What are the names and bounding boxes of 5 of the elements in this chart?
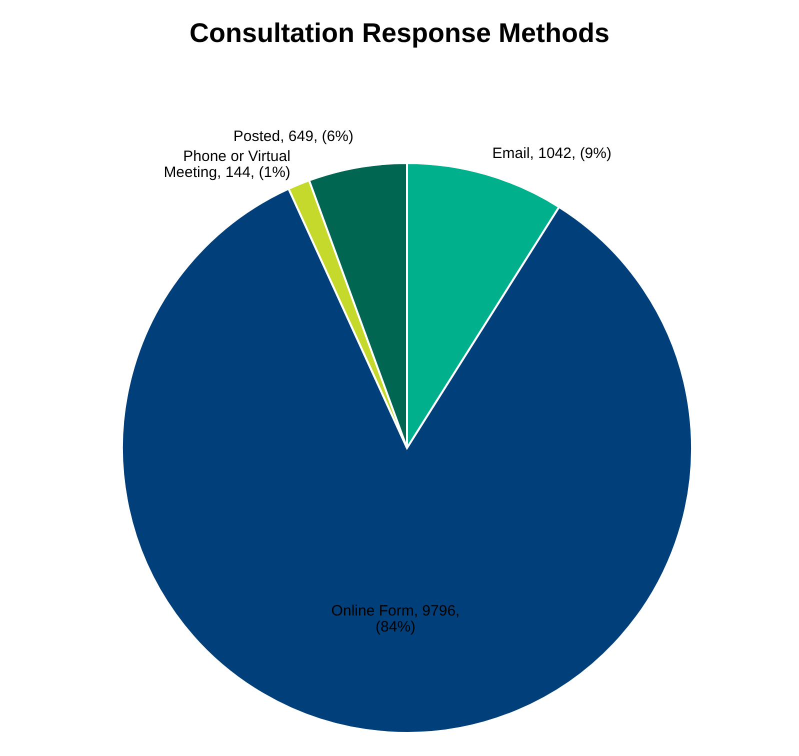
slice-label: Online Form, 9796, (84%) [331, 602, 460, 636]
chart-title: Consultation Response Methods [189, 18, 610, 48]
slice-label: Phone or Virtual Meeting, 144, (1%) [164, 148, 290, 181]
slice-label: Email, 1042, (9%) [492, 145, 612, 162]
slice-label: Posted, 649, (6%) [233, 128, 354, 145]
